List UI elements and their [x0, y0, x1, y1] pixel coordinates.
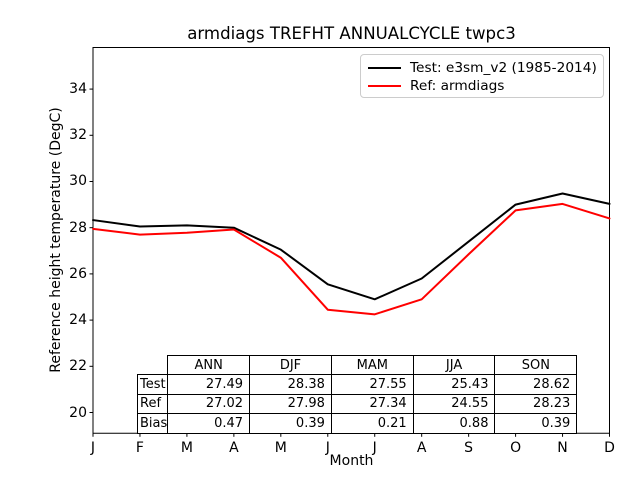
- x-axis-label: Month: [329, 453, 374, 469]
- y-tick-label: 30: [69, 173, 87, 190]
- table-cell: 0.47: [167, 413, 251, 434]
- y-tick-label: 20: [69, 404, 87, 421]
- table-row: Test 27.49 28.38 27.55 25.43 28.62: [136, 374, 578, 395]
- x-tick-label: J: [90, 440, 96, 457]
- legend-label: Ref: armdiags: [410, 78, 505, 94]
- x-tick-label: A: [229, 440, 239, 457]
- x-tick-label: S: [464, 440, 474, 457]
- x-tick-label: J: [372, 440, 377, 457]
- table-col-header: SON: [494, 354, 578, 376]
- table-cell: 28.23: [494, 393, 578, 415]
- table-cell: 27.55: [330, 374, 414, 395]
- table-cell: 24.55: [412, 393, 496, 415]
- test-legend-line: [368, 66, 401, 70]
- table-row: Bias 0.47 0.39 0.21 0.88 0.39: [136, 413, 578, 434]
- table-cell: 0.39: [494, 413, 578, 434]
- x-tick-label: O: [510, 440, 522, 457]
- table-cell: 27.98: [249, 393, 332, 415]
- y-tick-label: 32: [69, 127, 87, 144]
- legend: Test: e3sm_v2 (1985-2014) Ref: armdiags: [360, 54, 604, 98]
- table-cell: 0.21: [330, 413, 414, 434]
- y-tick-label: 22: [69, 358, 87, 375]
- table-cell: 27.02: [167, 393, 251, 415]
- x-tick-label: M: [274, 440, 287, 457]
- ref-series-line: [92, 202, 611, 316]
- table-row: Ref 27.02 27.98 27.34 24.55 28.23: [136, 393, 578, 415]
- test-series-line: [92, 192, 611, 301]
- table-row-label: Test: [136, 374, 169, 395]
- ref-legend-line: [368, 84, 401, 88]
- table-cell: 25.43: [412, 374, 496, 395]
- y-tick-label: 24: [69, 312, 87, 329]
- y-axis-label: Reference height temperature (DegC): [48, 107, 64, 373]
- table-corner-cell: [138, 356, 168, 375]
- legend-item: Ref: armdiags: [368, 77, 603, 95]
- y-tick-label: 26: [69, 265, 87, 282]
- legend-item: Test: e3sm_v2 (1985-2014): [368, 59, 603, 77]
- x-tick-label: M: [180, 440, 193, 457]
- y-tick-label: 28: [69, 219, 87, 236]
- table-cell: 28.38: [249, 374, 332, 395]
- x-tick-label: F: [135, 440, 144, 457]
- series-lines: [92, 192, 611, 316]
- table-cell: 28.62: [494, 374, 578, 395]
- tick-marks: [89, 88, 610, 437]
- x-tick-label: D: [604, 440, 615, 457]
- chart-title: armdiags TREFHT ANNUALCYCLE twpc3: [187, 24, 516, 43]
- legend-label: Test: e3sm_v2 (1985-2014): [410, 60, 597, 76]
- table-cell: 0.88: [412, 413, 496, 434]
- table-col-header: DJF: [249, 354, 332, 376]
- table-row-label: Ref: [136, 393, 169, 415]
- stats-table: ANN DJF MAM JJA SON Test 27.49 28.38 27.55 25.43 2…: [136, 354, 578, 434]
- table-row-label: Bias: [136, 413, 169, 434]
- x-tick-label: J: [325, 440, 330, 457]
- y-tick-label: 34: [69, 81, 87, 98]
- table-col-header: ANN: [167, 354, 251, 376]
- x-tick-label: A: [416, 440, 427, 457]
- table-cell: 0.39: [249, 413, 332, 434]
- table-cell: 27.34: [330, 393, 414, 415]
- table-col-header: MAM: [330, 354, 414, 376]
- table-col-header: JJA: [412, 354, 496, 376]
- table-cell: 27.49: [167, 374, 251, 395]
- x-tick-label: N: [557, 440, 568, 457]
